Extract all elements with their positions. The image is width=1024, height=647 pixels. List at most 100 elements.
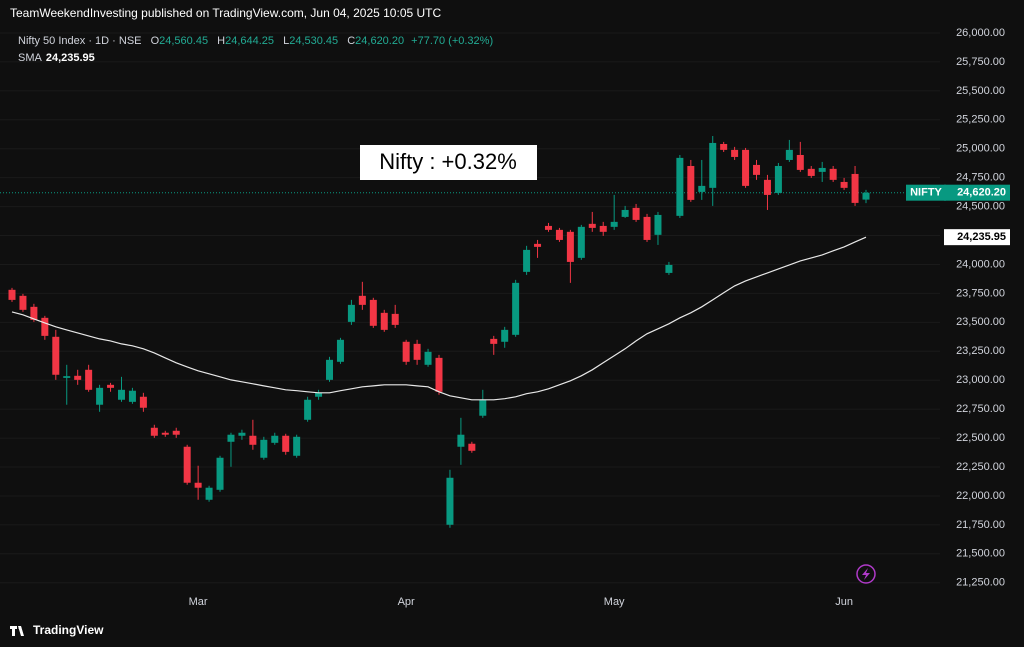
ohlc-key: C xyxy=(347,35,356,47)
candle-body xyxy=(698,185,706,192)
candle-body xyxy=(8,289,16,300)
candle-body xyxy=(326,359,334,380)
candle-body xyxy=(577,226,585,258)
attribution: TeamWeekendInvesting published on Tradin… xyxy=(10,6,441,20)
x-tick-label: Jun xyxy=(835,596,853,608)
candle-body xyxy=(117,389,125,400)
candle-body xyxy=(523,249,531,272)
candle-body xyxy=(588,223,596,228)
indicator-row: SMA 24,235.95 xyxy=(18,52,95,64)
candle-body xyxy=(260,439,268,458)
y-tick-label: 23,500.00 xyxy=(956,316,1005,328)
x-tick-label: May xyxy=(604,596,625,608)
ohlc-value: 24,620.20 xyxy=(355,35,405,47)
candle-body xyxy=(216,457,224,490)
legend-row: Nifty 50 Index · 1D · NSE O24,560.45 H24… xyxy=(18,35,493,47)
alert-icon xyxy=(856,564,876,584)
candle-body xyxy=(249,435,257,445)
y-tick-label: 25,500.00 xyxy=(956,85,1005,97)
candle-body xyxy=(840,181,848,188)
x-tick-label: Mar xyxy=(189,596,208,608)
brand-logo xyxy=(10,626,24,636)
candle-body xyxy=(41,317,49,336)
sma-line xyxy=(11,236,867,401)
candle-body xyxy=(785,149,793,160)
price-tag-name: NIFTY xyxy=(910,187,942,199)
candle-body xyxy=(194,482,202,488)
plot-area xyxy=(0,22,940,592)
y-tick-label: 22,500.00 xyxy=(956,432,1005,444)
candle-body xyxy=(665,264,673,273)
y-tick-label: 23,750.00 xyxy=(956,287,1005,299)
candle-body xyxy=(512,282,520,335)
candle-body xyxy=(479,399,487,416)
candle-body xyxy=(753,164,761,175)
candle-body xyxy=(687,165,695,200)
brand: TradingView xyxy=(33,623,104,637)
candle-body xyxy=(610,221,618,227)
candle-body xyxy=(402,341,410,362)
annotation-box xyxy=(360,145,537,180)
y-tick-label: 25,750.00 xyxy=(956,56,1005,68)
annotation: Nifty : +0.32% xyxy=(360,145,537,180)
candle-body xyxy=(501,329,509,342)
candle-body xyxy=(74,375,82,380)
ohlc-key: H xyxy=(217,35,226,47)
candle-body xyxy=(763,179,771,195)
candle-body xyxy=(774,165,782,193)
candle-body xyxy=(227,434,235,442)
y-tick-label: 22,000.00 xyxy=(956,490,1005,502)
y-tick-label: 21,500.00 xyxy=(956,548,1005,560)
candle-body xyxy=(742,149,750,186)
candle-body xyxy=(435,357,443,392)
candle-body xyxy=(709,142,717,188)
candle-body xyxy=(161,432,169,435)
x-tick-label: Apr xyxy=(398,596,415,608)
candle-body xyxy=(457,434,465,447)
candle-body xyxy=(380,312,388,330)
candle-body xyxy=(829,168,837,180)
candle-body xyxy=(238,432,246,436)
candle-body xyxy=(63,376,71,378)
candle-body xyxy=(851,173,859,203)
candle-body xyxy=(599,225,607,232)
candle-body xyxy=(336,339,344,362)
candle-body xyxy=(534,243,542,247)
y-tick-label: 22,750.00 xyxy=(956,403,1005,415)
candle-body xyxy=(676,157,684,216)
candle-body xyxy=(632,207,640,220)
y-tick-label: 23,000.00 xyxy=(956,374,1005,386)
y-tick-label: 26,000.00 xyxy=(956,27,1005,39)
symbol: Nifty 50 Index · 1D · NSE xyxy=(18,35,142,47)
candle-body xyxy=(862,192,870,200)
candle-body xyxy=(205,487,213,500)
y-tick-label: 22,250.00 xyxy=(956,461,1005,473)
candle-body xyxy=(30,306,38,320)
candle-body xyxy=(807,168,815,176)
candle-body xyxy=(183,446,191,483)
annotation-text: Nifty : +0.32% xyxy=(379,149,517,174)
candle-body xyxy=(107,384,115,388)
ohlc-key: O xyxy=(150,35,160,47)
candle-body xyxy=(391,313,399,325)
candle-body xyxy=(566,231,574,262)
candle-body xyxy=(304,399,312,420)
candle-body xyxy=(446,477,454,525)
candle-body xyxy=(424,351,432,365)
candle-body xyxy=(818,167,826,172)
indicator-value: 24,235.95 xyxy=(45,52,95,64)
price-tag-label: 24,620.20 xyxy=(957,187,1006,199)
y-tick-label: 24,750.00 xyxy=(956,172,1005,184)
candle-body xyxy=(150,427,158,436)
y-tick-label: 25,250.00 xyxy=(956,114,1005,126)
candle-body xyxy=(544,225,552,230)
y-tick-label: 25,000.00 xyxy=(956,143,1005,155)
candle-body xyxy=(654,214,662,235)
ohlc-value: 24,530.45 xyxy=(289,35,339,47)
ohlc-value: 24,644.25 xyxy=(225,35,275,47)
candle-body xyxy=(293,436,301,456)
candle-body xyxy=(468,443,476,451)
indicator: SMA xyxy=(18,52,42,64)
y-tick-label: 21,750.00 xyxy=(956,519,1005,531)
